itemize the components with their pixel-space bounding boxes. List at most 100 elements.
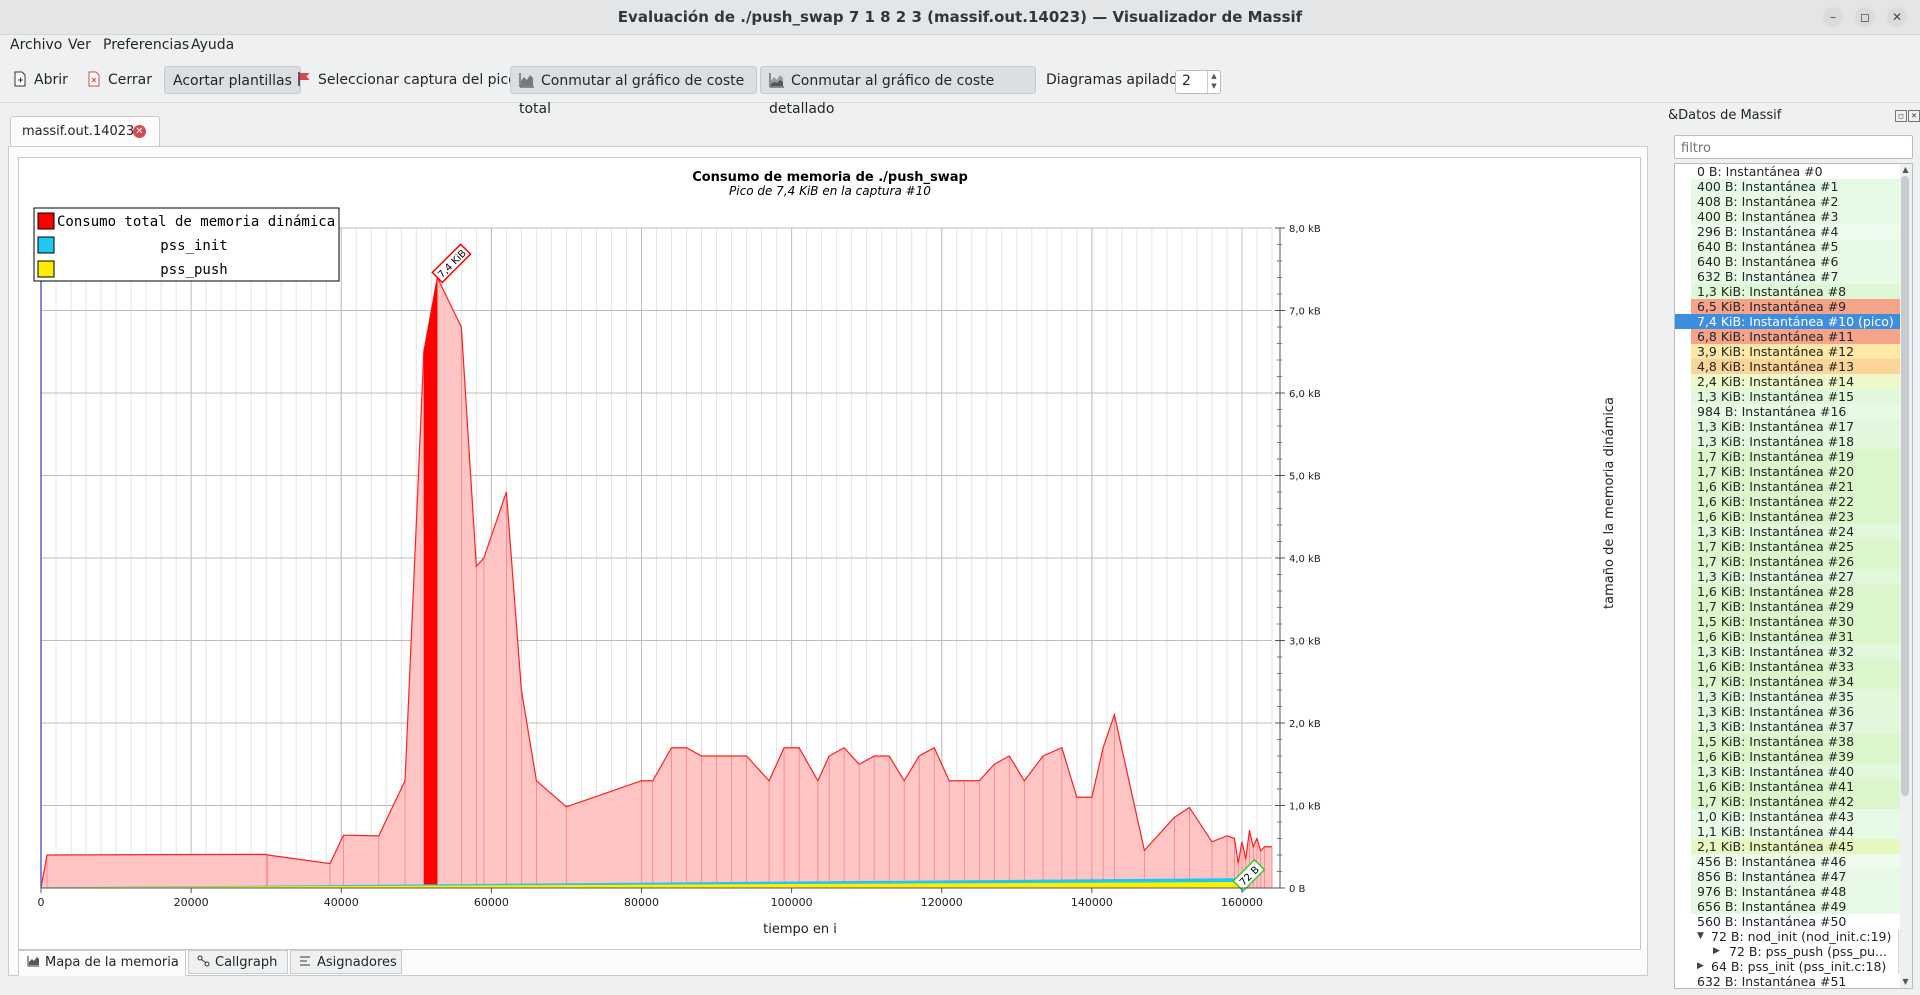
snapshot-label: 1,6 KiB: Instantánea #28	[1697, 584, 1855, 599]
snapshot-row[interactable]: 984 B: Instantánea #16	[1691, 404, 1900, 419]
expand-arrow-icon[interactable]: ▶	[1697, 961, 1704, 971]
snapshot-row[interactable]: 640 B: Instantánea #5	[1691, 239, 1900, 254]
snapshot-row[interactable]: 4,8 KiB: Instantánea #13	[1691, 359, 1900, 374]
snapshot-row[interactable]: 1,3 KiB: Instantánea #37	[1691, 719, 1900, 734]
snapshot-row[interactable]: ▼560 B: Instantánea #50	[1691, 914, 1900, 929]
snapshot-row[interactable]: 1,7 KiB: Instantánea #26	[1691, 554, 1900, 569]
snapshot-row[interactable]: 6,5 KiB: Instantánea #9	[1691, 299, 1900, 314]
snapshot-row[interactable]: 1,6 KiB: Instantánea #22	[1691, 494, 1900, 509]
stacked-diagrams-spinbox[interactable]: 2 ▲ ▼	[1175, 70, 1221, 94]
y-axis-label: tamaño de la memoria dinámica	[1602, 397, 1617, 609]
snapshot-label: 400 B: Instantánea #1	[1697, 179, 1839, 194]
tab-memory-map[interactable]: Mapa de la memoria	[18, 950, 186, 976]
expand-arrow-icon[interactable]: ▶	[1713, 946, 1720, 956]
snapshot-row[interactable]: 0 B: Instantánea #0	[1691, 164, 1900, 179]
snapshot-row[interactable]: 1,3 KiB: Instantánea #15	[1691, 389, 1900, 404]
snapshot-row[interactable]: 632 B: Instantánea #51	[1691, 974, 1900, 988]
chart-title: Consumo de memoria de ./push_swap	[692, 170, 968, 185]
spin-arrows-icon[interactable]: ▲ ▼	[1207, 71, 1220, 93]
filter-field[interactable]	[1674, 135, 1913, 159]
tab-allocators[interactable]: Asignadores	[290, 950, 402, 974]
snapshot-row[interactable]: 1,7 KiB: Instantánea #25	[1691, 539, 1900, 554]
snapshot-row[interactable]: 1,5 KiB: Instantánea #38	[1691, 734, 1900, 749]
collapse-arrow-icon[interactable]: ▼	[1697, 931, 1704, 941]
title-bar: Evaluación de ./push_swap 7 1 8 2 3 (mas…	[0, 0, 1920, 35]
scroll-down-icon[interactable]: ▼	[1902, 977, 1909, 986]
snapshot-row[interactable]: 3,9 KiB: Instantánea #12	[1691, 344, 1900, 359]
snapshot-label: 0 B: Instantánea #0	[1697, 164, 1823, 179]
snapshot-row[interactable]: 400 B: Instantánea #1	[1691, 179, 1900, 194]
snapshot-row[interactable]: 632 B: Instantánea #7	[1691, 269, 1900, 284]
snapshot-row[interactable]: 1,6 KiB: Instantánea #41	[1691, 779, 1900, 794]
snapshot-row[interactable]: 656 B: Instantánea #49	[1691, 899, 1900, 914]
snapshot-row[interactable]: 2,4 KiB: Instantánea #14	[1691, 374, 1900, 389]
snapshot-row[interactable]: 1,6 KiB: Instantánea #21	[1691, 479, 1900, 494]
maximize-button[interactable]: ◻	[1855, 7, 1875, 27]
shorten-templates-button[interactable]: Acortar plantillas	[164, 66, 301, 94]
snapshot-row[interactable]: 408 B: Instantánea #2	[1691, 194, 1900, 209]
dock-float-icon[interactable]: ◻	[1895, 110, 1907, 122]
close-file-button[interactable]: Cerrar	[78, 66, 160, 94]
snapshot-row[interactable]: 640 B: Instantánea #6	[1691, 254, 1900, 269]
toggle-total-cost-button[interactable]: Conmutar al gráfico de coste total	[510, 66, 757, 117]
snapshot-row[interactable]: 1,6 KiB: Instantánea #28	[1691, 584, 1900, 599]
snapshot-row[interactable]: 1,3 KiB: Instantánea #18	[1691, 434, 1900, 449]
menu-ver[interactable]: Ver	[68, 37, 91, 53]
snapshot-row[interactable]: 1,3 KiB: Instantánea #40	[1691, 764, 1900, 779]
scrollbar-thumb[interactable]	[1901, 176, 1909, 796]
snapshot-row[interactable]: 976 B: Instantánea #48	[1691, 884, 1900, 899]
snapshot-row[interactable]: 1,6 KiB: Instantánea #33	[1691, 659, 1900, 674]
snapshot-row[interactable]: 1,7 KiB: Instantánea #29	[1691, 599, 1900, 614]
memory-chart[interactable]: Consumo de memoria de ./push_swap Pico d…	[19, 158, 1640, 949]
snapshot-row[interactable]: 1,7 KiB: Instantánea #34	[1691, 674, 1900, 689]
open-button[interactable]: Abrir	[4, 66, 76, 94]
snapshot-row[interactable]: 1,6 KiB: Instantánea #23	[1691, 509, 1900, 524]
snapshot-row[interactable]: 1,6 KiB: Instantánea #31	[1691, 629, 1900, 644]
snapshot-row[interactable]: 1,3 KiB: Instantánea #32	[1691, 644, 1900, 659]
snapshot-row[interactable]: 1,7 KiB: Instantánea #19	[1691, 449, 1900, 464]
snapshot-row[interactable]: 1,5 KiB: Instantánea #30	[1691, 614, 1900, 629]
toggle-detailed-cost-button[interactable]: Conmutar al gráfico de coste detallado	[760, 66, 1036, 117]
snapshot-row[interactable]: 1,3 KiB: Instantánea #8	[1691, 284, 1900, 299]
snapshot-label: 1,0 KiB: Instantánea #43	[1697, 809, 1855, 824]
menu-archivo[interactable]: Archivo	[10, 37, 63, 53]
snapshot-row[interactable]: 1,3 KiB: Instantánea #35	[1691, 689, 1900, 704]
minimize-button[interactable]: –	[1823, 7, 1843, 27]
filter-input[interactable]	[1679, 137, 1908, 159]
snapshot-row[interactable]: ▼ 72 B: nod_init (nod_init.c:19)	[1675, 929, 1898, 944]
snapshot-label: 1,3 KiB: Instantánea #35	[1697, 689, 1855, 704]
snapshot-row[interactable]: 1,7 KiB: Instantánea #42	[1691, 794, 1900, 809]
snapshot-row[interactable]: 456 B: Instantánea #46	[1691, 854, 1900, 869]
snapshot-row[interactable]: 1,3 KiB: Instantánea #36	[1691, 704, 1900, 719]
snapshot-row[interactable]: 1,3 KiB: Instantánea #27	[1691, 569, 1900, 584]
snapshot-label: 7,4 KiB: Instantánea #10 (pico)	[1697, 314, 1894, 329]
document-tab[interactable]: massif.out.14023 ✕	[10, 116, 160, 146]
select-peak-button[interactable]: Seleccionar captura del pico	[288, 66, 525, 94]
tab-callgraph[interactable]: Callgraph	[188, 950, 288, 974]
snapshot-row[interactable]: ▶ 64 B: pss_init (pss_init.c:18)	[1675, 959, 1898, 974]
snapshot-row[interactable]: 1,0 KiB: Instantánea #43	[1691, 809, 1900, 824]
close-tab-icon[interactable]: ✕	[133, 125, 146, 138]
scroll-up-icon[interactable]: ▲	[1902, 165, 1909, 174]
snapshot-row[interactable]: 1,1 KiB: Instantánea #44	[1691, 824, 1900, 839]
snapshot-row[interactable]: ▶ 72 B: pss_push (pss_pu...	[1675, 944, 1898, 959]
snapshot-row[interactable]: 856 B: Instantánea #47	[1691, 869, 1900, 884]
snapshot-row[interactable]: 1,7 KiB: Instantánea #20	[1691, 464, 1900, 479]
snapshot-row[interactable]: 400 B: Instantánea #3	[1691, 209, 1900, 224]
menu-ayuda[interactable]: Ayuda	[191, 37, 235, 53]
snapshot-row[interactable]: 1,3 KiB: Instantánea #17	[1691, 419, 1900, 434]
snapshot-row[interactable]: 1,3 KiB: Instantánea #24	[1691, 524, 1900, 539]
snapshot-row[interactable]: 2,1 KiB: Instantánea #45	[1691, 839, 1900, 854]
menu-preferencias[interactable]: Preferencias	[103, 37, 190, 53]
chart-area-icon	[519, 73, 534, 88]
close-window-button[interactable]: ✕	[1887, 7, 1907, 27]
tree-scrollbar[interactable]: ▲ ▼	[1898, 164, 1912, 988]
snapshot-row[interactable]: 1,6 KiB: Instantánea #39	[1691, 749, 1900, 764]
snapshot-row[interactable]: 296 B: Instantánea #4	[1691, 224, 1900, 239]
snapshot-label: 400 B: Instantánea #3	[1697, 209, 1839, 224]
snapshot-tree[interactable]: ▲ ▼ 0 B: Instantánea #0 400 B: Instantáne…	[1674, 163, 1913, 989]
dock-close-icon[interactable]: ✕	[1908, 110, 1920, 122]
snapshot-row[interactable]: 7,4 KiB: Instantánea #10 (pico)	[1675, 314, 1900, 329]
x-tick-label: 20000	[174, 896, 209, 909]
snapshot-row[interactable]: 6,8 KiB: Instantánea #11	[1691, 329, 1900, 344]
